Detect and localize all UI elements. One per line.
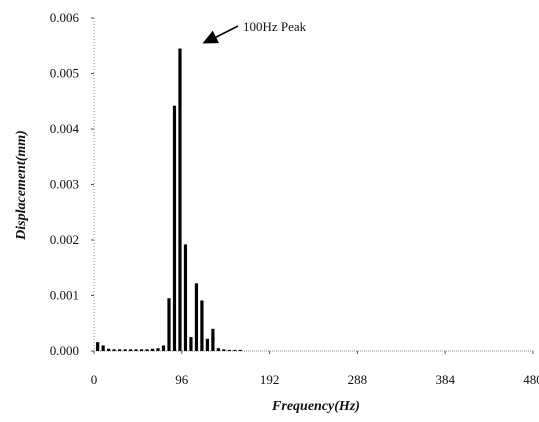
bar — [172, 105, 177, 351]
bar — [233, 349, 237, 351]
bar — [183, 244, 188, 351]
y-tick-label: 0.001 — [50, 288, 79, 303]
x-tick-label: 96 — [175, 372, 189, 387]
bar — [145, 349, 149, 351]
bar — [96, 342, 100, 351]
x-tick-label: 192 — [260, 372, 280, 387]
bar — [178, 48, 182, 352]
bar — [134, 349, 138, 351]
annotation-arrow-head — [202, 30, 219, 44]
bar — [194, 283, 199, 351]
bar — [150, 348, 155, 351]
bar — [167, 298, 171, 351]
y-tick-label: 0.005 — [50, 66, 79, 81]
bar — [161, 345, 166, 351]
bar — [222, 349, 226, 351]
bar — [156, 348, 160, 351]
y-axis-title: Displacement(mm) — [14, 130, 29, 241]
y-tick-label: 0.006 — [50, 10, 80, 25]
x-axis: 0 96 192 288 384 480 — [91, 350, 539, 387]
annotation-label: 100Hz Peak — [243, 19, 307, 34]
x-tick-label: 480 — [523, 372, 539, 387]
y-tick-label: 0.000 — [50, 343, 79, 358]
bar — [227, 349, 231, 351]
bar — [139, 349, 144, 351]
y-axis: 0.000 0.001 0.002 0.003 0.004 0.005 0.006 — [50, 10, 95, 358]
bar — [118, 349, 122, 351]
y-tick-label: 0.004 — [50, 121, 80, 136]
bar — [211, 328, 215, 351]
y-tick-label: 0.003 — [50, 177, 79, 192]
bar — [189, 337, 193, 351]
x-tick-label: 384 — [435, 372, 455, 387]
bar — [123, 349, 127, 351]
bar — [128, 349, 133, 351]
bar — [101, 345, 105, 351]
bar — [238, 349, 242, 351]
bar — [107, 348, 111, 351]
x-axis-title: Frequency(Hz) — [271, 399, 360, 414]
x-tick-label: 288 — [348, 372, 368, 387]
annotation: 100Hz Peak — [202, 19, 307, 44]
bar — [200, 300, 204, 351]
bars — [96, 48, 242, 352]
y-tick-label: 0.002 — [50, 232, 79, 247]
x-tick-label: 0 — [91, 372, 98, 387]
bar — [112, 349, 116, 351]
bar — [216, 348, 220, 351]
bar — [205, 338, 210, 351]
